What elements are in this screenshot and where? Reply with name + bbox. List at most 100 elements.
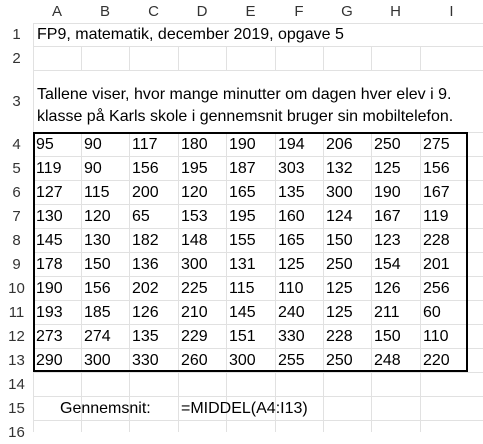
column-header-g[interactable]: G	[323, 0, 371, 23]
data-cell[interactable]: 210	[181, 304, 208, 321]
data-cell[interactable]: 123	[374, 232, 401, 249]
data-cell[interactable]: 110	[423, 328, 449, 345]
row-header-10[interactable]: 10	[0, 276, 33, 300]
data-cell[interactable]: 202	[132, 280, 159, 297]
data-cell[interactable]: 190	[229, 136, 256, 153]
data-cell[interactable]: 117	[132, 136, 158, 153]
row-header-13[interactable]: 13	[0, 348, 33, 372]
data-cell[interactable]: 155	[229, 232, 256, 249]
data-cell[interactable]: 165	[278, 232, 305, 249]
data-cell[interactable]: 95	[36, 136, 54, 153]
data-cell[interactable]: 126	[132, 304, 159, 321]
data-cell[interactable]: 135	[278, 184, 305, 201]
row-header-15[interactable]: 15	[0, 396, 33, 420]
data-cell[interactable]: 250	[326, 256, 353, 273]
data-cell[interactable]: 250	[374, 136, 401, 153]
data-cell[interactable]: 150	[326, 232, 353, 249]
data-cell[interactable]: 125	[374, 160, 401, 177]
row-header-9[interactable]: 9	[0, 252, 33, 276]
row-header-1[interactable]: 1	[0, 23, 33, 46]
data-cell[interactable]: 119	[36, 160, 62, 177]
data-cell[interactable]: 248	[374, 352, 401, 369]
data-cell[interactable]: 330	[132, 352, 159, 369]
data-cell[interactable]: 125	[326, 304, 353, 321]
data-cell[interactable]: 303	[278, 160, 305, 177]
data-cell[interactable]: 195	[181, 160, 208, 177]
data-cell[interactable]: 190	[374, 184, 401, 201]
column-header-h[interactable]: H	[371, 0, 420, 23]
data-cell[interactable]: 185	[84, 304, 111, 321]
data-cell[interactable]: 229	[181, 328, 208, 345]
data-cell[interactable]: 120	[84, 208, 111, 225]
data-cell[interactable]: 145	[36, 232, 63, 249]
data-cell[interactable]: 150	[374, 328, 401, 345]
row-header-12[interactable]: 12	[0, 324, 33, 348]
data-cell[interactable]: 115	[84, 184, 110, 201]
column-header-e[interactable]: E	[226, 0, 275, 23]
row-header-3[interactable]: 3	[0, 70, 33, 132]
column-header-i[interactable]: I	[420, 0, 483, 23]
data-cell[interactable]: 132	[326, 160, 353, 177]
data-cell[interactable]: 211	[374, 304, 400, 321]
data-cell[interactable]: 156	[132, 160, 159, 177]
data-cell[interactable]: 150	[84, 256, 111, 273]
data-cell[interactable]: 200	[132, 184, 159, 201]
row-header-2[interactable]: 2	[0, 46, 33, 70]
data-cell[interactable]: 125	[278, 256, 305, 273]
data-cell[interactable]: 178	[36, 256, 63, 273]
data-cell[interactable]: 156	[84, 280, 111, 297]
column-header-d[interactable]: D	[178, 0, 226, 23]
data-cell[interactable]: 130	[36, 208, 63, 225]
data-cell[interactable]: 120	[181, 184, 208, 201]
data-cell[interactable]: 330	[278, 328, 305, 345]
data-cell[interactable]: 300	[229, 352, 256, 369]
data-cell[interactable]: 90	[84, 160, 102, 177]
data-cell[interactable]: 195	[229, 208, 256, 225]
data-cell[interactable]: 300	[181, 256, 208, 273]
data-cell[interactable]: 160	[278, 208, 305, 225]
data-cell[interactable]: 167	[374, 208, 401, 225]
data-cell[interactable]: 193	[36, 304, 63, 321]
data-cell[interactable]: 194	[278, 136, 305, 153]
data-cell[interactable]: 154	[374, 256, 401, 273]
data-cell[interactable]: 273	[36, 328, 63, 345]
data-cell[interactable]: 130	[84, 232, 111, 249]
data-cell[interactable]: 151	[229, 328, 256, 345]
data-cell[interactable]: 260	[181, 352, 208, 369]
data-cell[interactable]: 201	[423, 256, 450, 273]
data-cell[interactable]: 220	[423, 352, 450, 369]
data-cell[interactable]: 190	[36, 280, 63, 297]
data-cell[interactable]: 119	[423, 208, 449, 225]
row-header-5[interactable]: 5	[0, 156, 33, 180]
data-cell[interactable]: 300	[326, 184, 353, 201]
column-header-a[interactable]: A	[33, 0, 81, 23]
data-cell[interactable]: 148	[181, 232, 208, 249]
data-cell[interactable]: 274	[84, 328, 111, 345]
data-cell[interactable]: 167	[423, 184, 450, 201]
row-header-8[interactable]: 8	[0, 228, 33, 252]
data-cell[interactable]: 228	[423, 232, 450, 249]
data-cell[interactable]: 127	[36, 184, 63, 201]
data-cell[interactable]: 256	[423, 280, 450, 297]
data-cell[interactable]: 60	[423, 304, 441, 321]
data-cell[interactable]: 228	[326, 328, 353, 345]
data-cell[interactable]: 110	[278, 280, 304, 297]
row-header-6[interactable]: 6	[0, 180, 33, 204]
data-cell[interactable]: 90	[84, 136, 102, 153]
data-cell[interactable]: 125	[326, 280, 353, 297]
data-cell[interactable]: 300	[84, 352, 111, 369]
data-cell[interactable]: 115	[229, 280, 255, 297]
row-header-16[interactable]: 16	[0, 420, 33, 444]
data-cell[interactable]: 136	[132, 256, 159, 273]
data-cell[interactable]: 124	[326, 208, 353, 225]
data-cell[interactable]: 275	[423, 136, 450, 153]
average-label-cell[interactable]: Gennemsnit:	[60, 400, 151, 417]
row-header-7[interactable]: 7	[0, 204, 33, 228]
data-cell[interactable]: 145	[229, 304, 256, 321]
row-header-4[interactable]: 4	[0, 132, 33, 156]
data-cell[interactable]: 180	[181, 136, 208, 153]
title-cell-a1[interactable]: FP9, matematik, december 2019, opgave 5	[37, 26, 344, 43]
data-cell[interactable]: 206	[326, 136, 353, 153]
row-header-14[interactable]: 14	[0, 372, 33, 396]
column-header-b[interactable]: B	[81, 0, 129, 23]
